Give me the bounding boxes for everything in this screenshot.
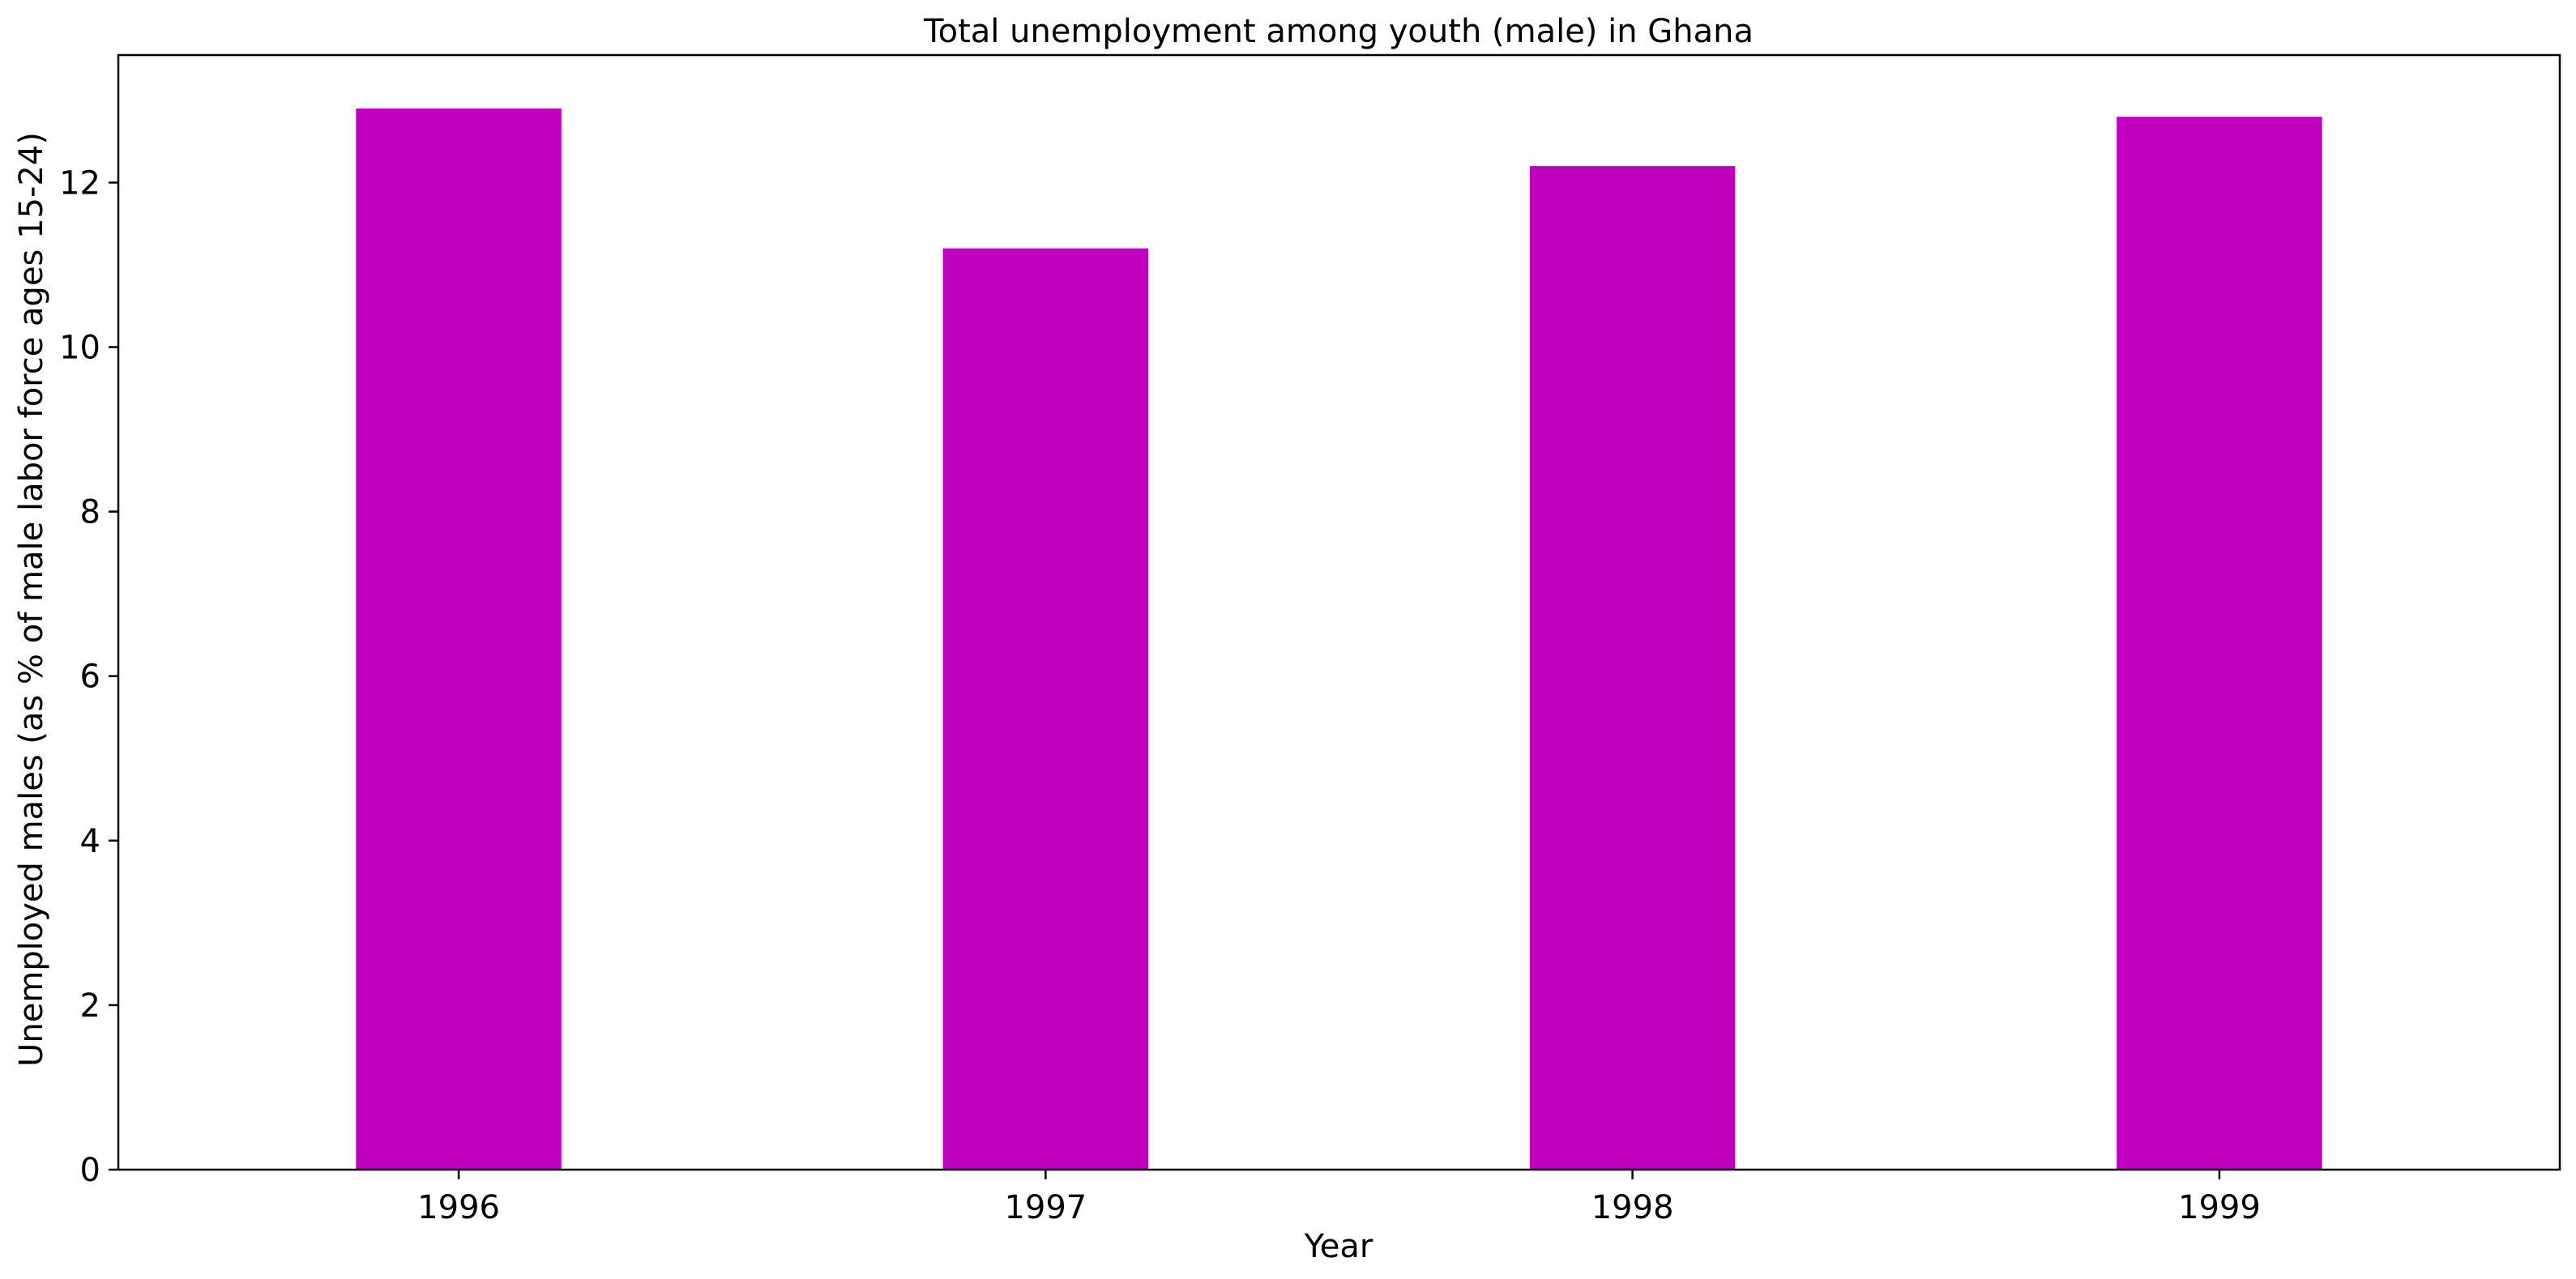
plot-frame: [117, 53, 2561, 1171]
x-tick-label: 1999: [2178, 1189, 2261, 1226]
bar-1996: [356, 109, 562, 1170]
y-tick-label: 10: [59, 330, 100, 367]
bars-group: [356, 109, 2322, 1170]
y-tick-label: 6: [80, 659, 100, 696]
x-axis-label: Year: [1304, 1228, 1373, 1265]
bar-1997: [942, 248, 1149, 1170]
y-axis-label: Unemployed males (as % of male labor for…: [13, 132, 50, 1067]
y-tick-label: 8: [80, 494, 100, 531]
bar-1998: [1529, 166, 1736, 1170]
x-tick-label: 1997: [1004, 1189, 1087, 1226]
y-axis: 0 2 4 6 8 10 12: [59, 164, 118, 1189]
y-tick-label: 4: [80, 823, 100, 860]
x-tick-label: 1996: [417, 1189, 500, 1226]
bar-1999: [2117, 117, 2322, 1170]
x-tick-label: 1998: [1591, 1189, 1674, 1226]
y-tick-label: 2: [80, 987, 100, 1025]
chart-title: Total unemployment among youth (male) in…: [923, 13, 1754, 50]
y-tick-label: 12: [59, 164, 100, 202]
x-axis: 1996 1997 1998 1999: [417, 1170, 2261, 1226]
y-tick-label: 0: [80, 1152, 100, 1189]
